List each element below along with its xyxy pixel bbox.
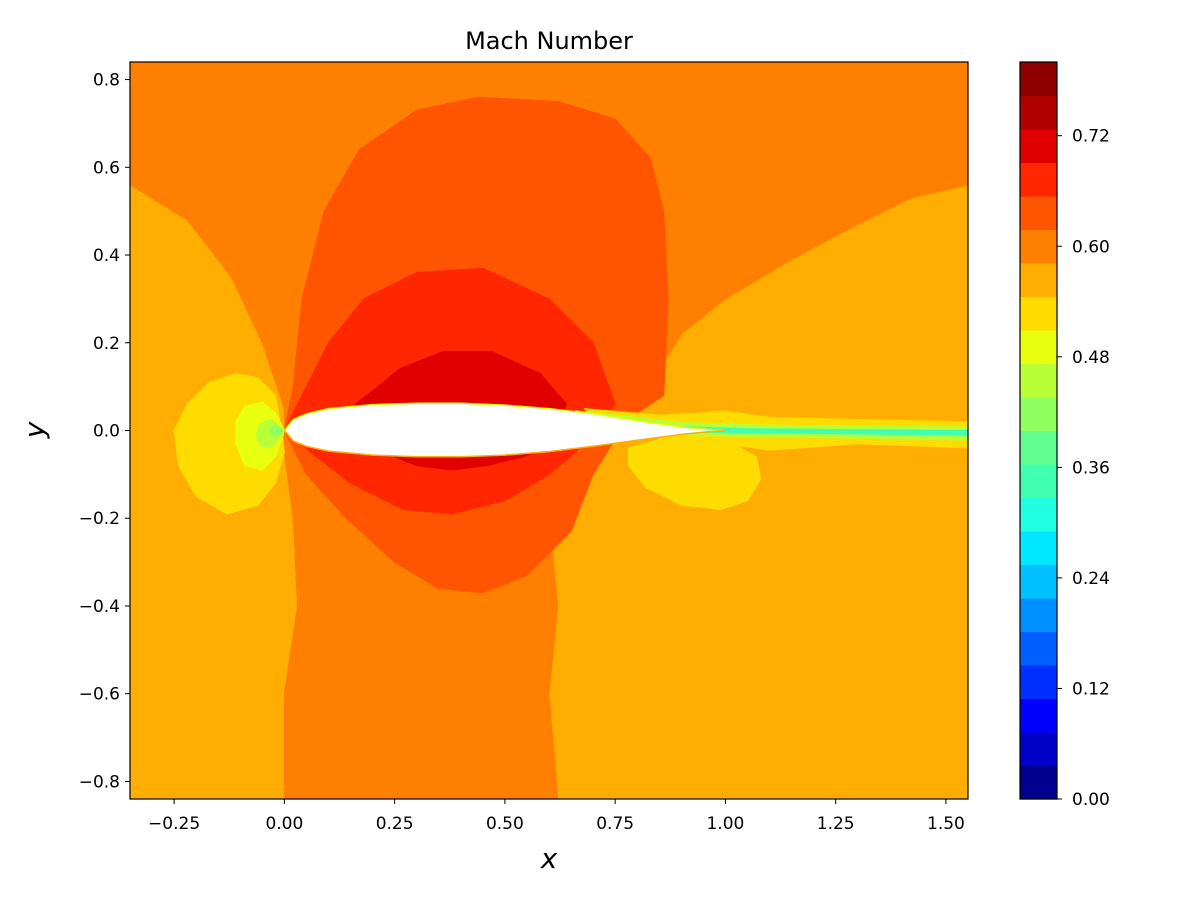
colorbar-tick-label: 0.24 bbox=[1072, 569, 1110, 589]
colorbar-band bbox=[1020, 162, 1057, 197]
colorbar-frame bbox=[1019, 61, 1058, 800]
y-tick-label: 0.6 bbox=[93, 158, 120, 178]
x-tick-label: 0.75 bbox=[596, 814, 634, 834]
y-tick-label: 0.4 bbox=[93, 246, 120, 266]
y-tick-label: 0.2 bbox=[93, 334, 120, 354]
x-tick-label: 0.25 bbox=[376, 814, 414, 834]
colorbar-band bbox=[1020, 464, 1057, 499]
colorbar-band bbox=[1020, 296, 1057, 331]
colorbar: 0.00 0.12 0.24 0.36 0.48 0.60 0.72 bbox=[1020, 62, 1110, 810]
colorbar-band bbox=[1020, 363, 1057, 398]
colorbar-band bbox=[1020, 564, 1057, 599]
colorbar-band bbox=[1020, 531, 1057, 566]
colorbar-tick-label: 0.00 bbox=[1072, 790, 1110, 810]
chart-title: Mach Number bbox=[465, 27, 633, 55]
x-tick-label: 0.50 bbox=[486, 814, 524, 834]
y-tick-label: 0.0 bbox=[93, 422, 120, 442]
airfoil-lower-edge bbox=[283, 429, 726, 458]
colorbar-band bbox=[1020, 732, 1057, 767]
x-axis-label: x bbox=[540, 842, 558, 875]
colorbar-band bbox=[1020, 62, 1057, 97]
airfoil-upper-edge bbox=[283, 402, 726, 432]
colorbar-band bbox=[1020, 598, 1057, 633]
airfoil-layer bbox=[283, 402, 726, 458]
y-tick-label: −0.6 bbox=[79, 685, 120, 705]
x-tick-label: 1.50 bbox=[927, 814, 965, 834]
plot-area bbox=[130, 62, 968, 799]
colorbar-band bbox=[1020, 665, 1057, 700]
colorbar-tick-label: 0.36 bbox=[1072, 458, 1110, 478]
colorbar-tick-label: 0.12 bbox=[1072, 679, 1110, 699]
colorbar-band bbox=[1020, 196, 1057, 231]
airfoil-body bbox=[284, 403, 726, 457]
colorbar-band bbox=[1020, 631, 1057, 666]
colorbar-band bbox=[1020, 95, 1057, 130]
contour-region-level-11 bbox=[268, 424, 285, 438]
y-tick-label: −0.2 bbox=[79, 509, 120, 529]
colorbar-tick-label: 0.72 bbox=[1072, 127, 1110, 147]
y-tick-label: 0.8 bbox=[93, 71, 120, 91]
x-tick-label: 1.25 bbox=[817, 814, 855, 834]
colorbar-band bbox=[1020, 765, 1057, 800]
colorbar-band bbox=[1020, 330, 1057, 365]
colorbar-band bbox=[1020, 430, 1057, 465]
colorbar-band bbox=[1020, 497, 1057, 532]
y-axis-label: y bbox=[18, 421, 51, 439]
colorbar-band bbox=[1020, 698, 1057, 733]
y-tick-label: −0.8 bbox=[79, 772, 120, 792]
x-tick-label: 0.00 bbox=[265, 814, 303, 834]
colorbar-band bbox=[1020, 263, 1057, 298]
x-tick-label: 1.00 bbox=[706, 814, 744, 834]
y-tick-label: −0.4 bbox=[79, 597, 120, 617]
colorbar-band bbox=[1020, 129, 1057, 164]
colorbar-band bbox=[1020, 397, 1057, 432]
colorbar-tick-label: 0.60 bbox=[1072, 237, 1110, 257]
colorbar-tick-label: 0.48 bbox=[1072, 348, 1110, 368]
x-tick-label: −0.25 bbox=[148, 814, 200, 834]
y-axis: 0.8 0.6 0.4 0.2 0.0 −0.2 −0.4 −0.6 −0.8 bbox=[79, 71, 130, 792]
x-axis: −0.25 0.00 0.25 0.50 0.75 1.00 1.25 1.50 bbox=[148, 799, 965, 834]
colorbar-band bbox=[1020, 229, 1057, 264]
